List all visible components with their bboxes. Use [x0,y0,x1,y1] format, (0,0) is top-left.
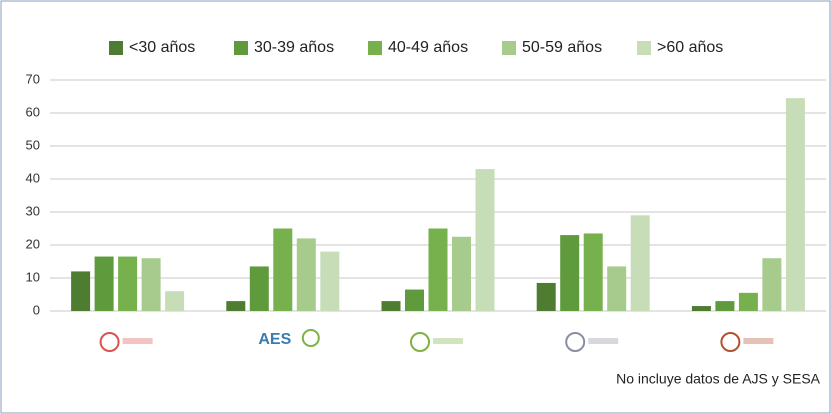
bar [118,256,138,311]
legend-label: <30 años [129,39,195,56]
bar [738,292,758,311]
legend-label: >60 años [657,39,723,56]
bar [560,235,580,311]
logo-text [433,338,463,344]
legend-swatch [109,41,123,55]
footnote: No incluye datos de AJS y SESA [616,371,821,387]
bar [607,266,627,311]
legend-swatch [637,41,651,55]
y-tick-label: 0 [33,302,40,317]
bar [273,228,293,311]
logo-icon [565,332,586,352]
bar [381,301,401,311]
bar [475,169,495,311]
y-tick-label: 50 [26,137,40,152]
bar [630,215,650,311]
y-tick-label: 30 [26,203,40,218]
legend-swatch [502,41,516,55]
bar [94,256,114,311]
logo-icon [720,332,741,352]
bar [296,238,316,311]
bar [249,266,269,311]
logo-icon [410,332,430,352]
bar [320,251,340,311]
bar [691,306,711,311]
bar [452,236,471,311]
logo-text [588,338,619,344]
y-tick-label: 10 [26,269,40,284]
legend-label: 50-59 años [522,39,602,56]
y-tick-label: 20 [26,236,40,251]
bar [583,233,603,311]
logo-icon [301,329,320,347]
logo-icon [99,332,120,352]
logo-text [743,338,774,344]
category-logo-label: AES [258,331,291,348]
legend-label: 40-49 años [388,39,468,56]
legend-label: 30-39 años [254,39,334,56]
bar [785,98,805,312]
bar [71,271,91,311]
y-tick-label: 60 [26,104,40,119]
y-tick-label: 70 [26,71,40,86]
bar [762,258,782,311]
bar [141,258,161,311]
bar [715,301,735,311]
legend-swatch [368,41,382,55]
bar [536,282,556,311]
bar [405,289,424,311]
y-tick-label: 40 [26,170,40,185]
legend-swatch [234,41,248,55]
bar [226,301,246,311]
bar [165,291,185,311]
bar [428,228,448,311]
logo-text [122,338,153,344]
